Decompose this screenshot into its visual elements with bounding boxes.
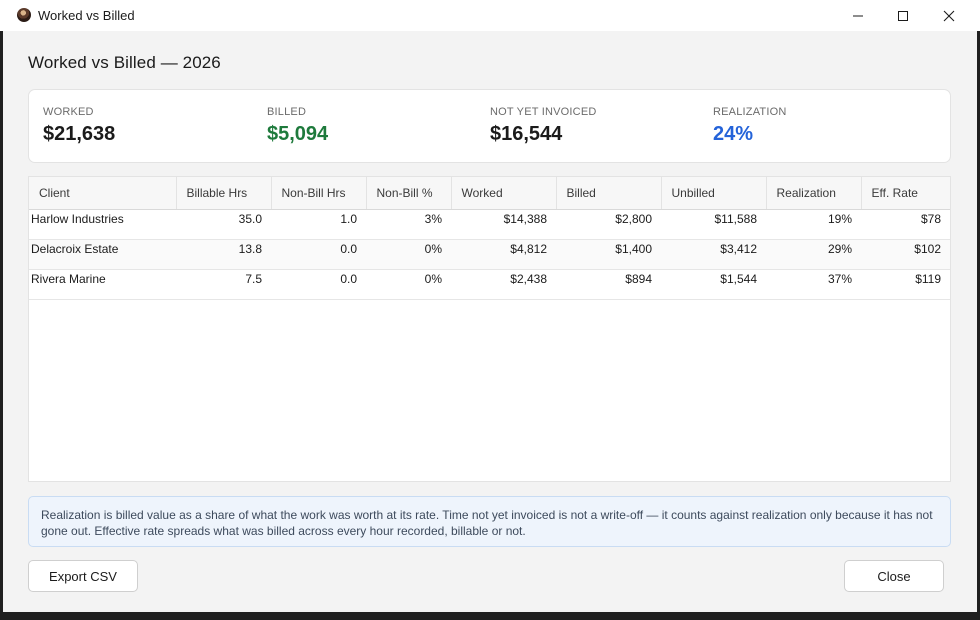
close-icon <box>943 10 955 21</box>
realization-note: Realization is billed value as a share o… <box>28 496 951 547</box>
column-header[interactable]: Non-Bill % <box>366 177 452 210</box>
table-cell: $4,812 <box>451 239 556 270</box>
column-header[interactable]: Realization <box>766 177 862 210</box>
table-cell: $1,400 <box>556 239 661 270</box>
metric-not-yet-invoiced: NOT YET INVOICED $16,544 <box>490 106 597 146</box>
column-header[interactable]: Unbilled <box>661 177 767 210</box>
table-cell: 3% <box>366 209 451 240</box>
metric-value: 24% <box>713 123 754 145</box>
table-cell: 19% <box>766 209 861 240</box>
client-table: Client Billable Hrs Non-Bill Hrs Non-Bill %… <box>28 176 951 482</box>
table-cell: 1.0 <box>271 209 366 240</box>
metric-value: $5,094 <box>267 123 329 145</box>
dialog-content: Worked vs Billed — 2026 WORKED $21,638 B… <box>0 31 980 612</box>
metric-value: $21,638 <box>43 123 116 145</box>
metric-value: $16,544 <box>490 123 563 145</box>
table-cell: $14,388 <box>451 209 556 240</box>
client-name-cell: Harlow Industries <box>29 209 176 240</box>
metric-label: WORKED <box>43 106 94 118</box>
table-row[interactable]: Harlow Industries 35.0 1.0 3% $14,388 $2,800 $… <box>29 209 950 240</box>
table-cell: 0.0 <box>271 269 366 300</box>
table-row[interactable]: Rivera Marine 7.5 0.0 0% $2,438 $894 $1,544 37%… <box>29 269 950 300</box>
table-cell: 0.0 <box>271 239 366 270</box>
page-title: Worked vs Billed — 2026 <box>28 53 221 72</box>
column-header[interactable]: Non-Bill Hrs <box>271 177 367 210</box>
column-header[interactable]: Eff. Rate <box>861 177 950 210</box>
table-cell: 29% <box>766 239 861 270</box>
table-cell: 35.0 <box>176 209 271 240</box>
summary-panel: WORKED $21,638 BILLED $5,094 NOT YET INV… <box>28 89 951 163</box>
close-button[interactable]: Close <box>844 560 944 592</box>
table-cell: $11,588 <box>661 209 766 240</box>
table-cell: 0% <box>366 269 451 300</box>
table-cell: 0% <box>366 239 451 270</box>
column-header[interactable]: Client <box>29 177 177 210</box>
client-name-cell: Delacroix Estate <box>29 239 176 270</box>
column-header[interactable]: Billable Hrs <box>176 177 272 210</box>
minimize-icon <box>853 15 863 16</box>
metric-worked: WORKED $21,638 <box>43 106 115 146</box>
window-title: Worked vs Billed <box>38 8 135 23</box>
export-csv-button[interactable]: Export CSV <box>28 560 138 592</box>
table-cell: $78 <box>861 209 950 240</box>
table-cell: 7.5 <box>176 269 271 300</box>
maximize-icon <box>898 10 908 21</box>
metric-realization: REALIZATION 24% <box>713 106 787 146</box>
table-body: Harlow Industries 35.0 1.0 3% $14,388 $2,800 $… <box>29 209 950 300</box>
table-cell: $3,412 <box>661 239 766 270</box>
table-cell: 13.8 <box>176 239 271 270</box>
table-cell: $1,544 <box>661 269 766 300</box>
window-close-button[interactable] <box>926 0 972 31</box>
table-cell: $2,438 <box>451 269 556 300</box>
table-header-row: Client Billable Hrs Non-Bill Hrs Non-Bill %… <box>29 177 950 210</box>
column-header[interactable]: Billed <box>556 177 662 210</box>
table-cell: $894 <box>556 269 661 300</box>
metric-billed: BILLED $5,094 <box>267 106 328 146</box>
table-cell: 37% <box>766 269 861 300</box>
client-name-cell: Rivera Marine <box>29 269 176 300</box>
metric-label: BILLED <box>267 106 307 118</box>
metric-label: NOT YET INVOICED <box>490 106 597 118</box>
minimize-button[interactable] <box>835 0 881 31</box>
maximize-button[interactable] <box>880 0 926 31</box>
title-bar: Worked vs Billed <box>0 0 980 31</box>
metric-label: REALIZATION <box>713 106 787 118</box>
table-cell: $119 <box>861 269 950 300</box>
table-cell: $102 <box>861 239 950 270</box>
table-row[interactable]: Delacroix Estate 13.8 0.0 0% $4,812 $1,400 $3,… <box>29 239 950 270</box>
column-header[interactable]: Worked <box>451 177 557 210</box>
app-avatar-icon <box>17 8 31 22</box>
table-cell: $2,800 <box>556 209 661 240</box>
